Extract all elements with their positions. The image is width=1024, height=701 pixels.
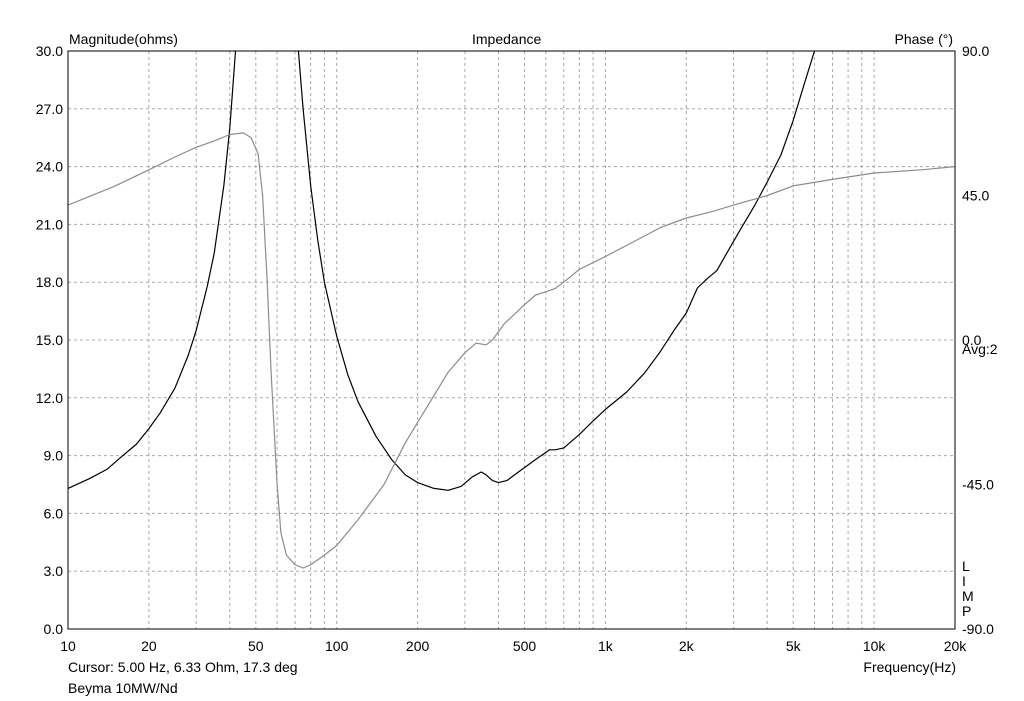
y-tick-label-left: 30.0	[36, 43, 63, 59]
series-line-phase	[68, 132, 955, 569]
x-tick-label: 50	[248, 638, 264, 654]
lmp-letter: L	[962, 558, 970, 574]
y-tick-label-left: 9.0	[44, 448, 64, 464]
y-tick-label-left: 21.0	[36, 216, 63, 232]
y-tick-label-left: 18.0	[36, 274, 63, 290]
x-tick-label: 1k	[598, 638, 614, 654]
y-axis-right-label: Phase (°)	[894, 31, 953, 47]
y-tick-label-right: 0.0	[962, 332, 982, 348]
avg-annotation: Avg:2	[962, 341, 998, 357]
lmp-letter: M	[962, 588, 974, 604]
y-tick-label-left: 6.0	[44, 505, 64, 521]
x-tick-label: 20	[141, 638, 157, 654]
x-tick-label: 5k	[786, 638, 802, 654]
x-tick-label: 2k	[679, 638, 695, 654]
tick-labels: 10 20 50 100 200 500 1k 2k 5k 10k 20k 0.0 3.0 6.0 9.0 1…	[36, 43, 994, 654]
grid	[68, 51, 955, 629]
x-tick-label: 200	[406, 638, 430, 654]
x-tick-label: 10	[60, 638, 76, 654]
y-tick-label-right: -90.0	[962, 621, 994, 637]
y-tick-label-right: 90.0	[962, 43, 989, 59]
lmp-letter: P	[962, 603, 971, 619]
x-tick-label: 500	[513, 638, 537, 654]
series-lines	[68, 51, 955, 569]
y-axis-left-label: Magnitude(ohms)	[69, 31, 178, 47]
cursor-readout: Cursor: 5.00 Hz, 6.33 Ohm, 17.3 deg	[68, 659, 298, 675]
y-tick-label-left: 24.0	[36, 159, 63, 175]
chart-title: Impedance	[472, 31, 542, 47]
y-tick-label-left: 27.0	[36, 101, 63, 117]
x-tick-label: 20k	[944, 638, 968, 654]
y-tick-label-left: 0.0	[44, 621, 64, 637]
y-tick-label-left: 3.0	[44, 563, 64, 579]
device-name: Beyma 10MW/Nd	[68, 680, 178, 696]
x-axis-label: Frequency(Hz)	[863, 659, 956, 675]
series-line-magnitude	[68, 51, 816, 491]
lmp-letter: I	[962, 573, 966, 589]
y-tick-label-right: -45.0	[962, 477, 994, 493]
y-tick-label-left: 15.0	[36, 332, 63, 348]
y-tick-label-left: 12.0	[36, 390, 63, 406]
x-tick-label: 100	[325, 638, 349, 654]
y-tick-label-right: 45.0	[962, 188, 989, 204]
plot-frame	[67, 50, 956, 630]
x-tick-label: 10k	[863, 638, 887, 654]
